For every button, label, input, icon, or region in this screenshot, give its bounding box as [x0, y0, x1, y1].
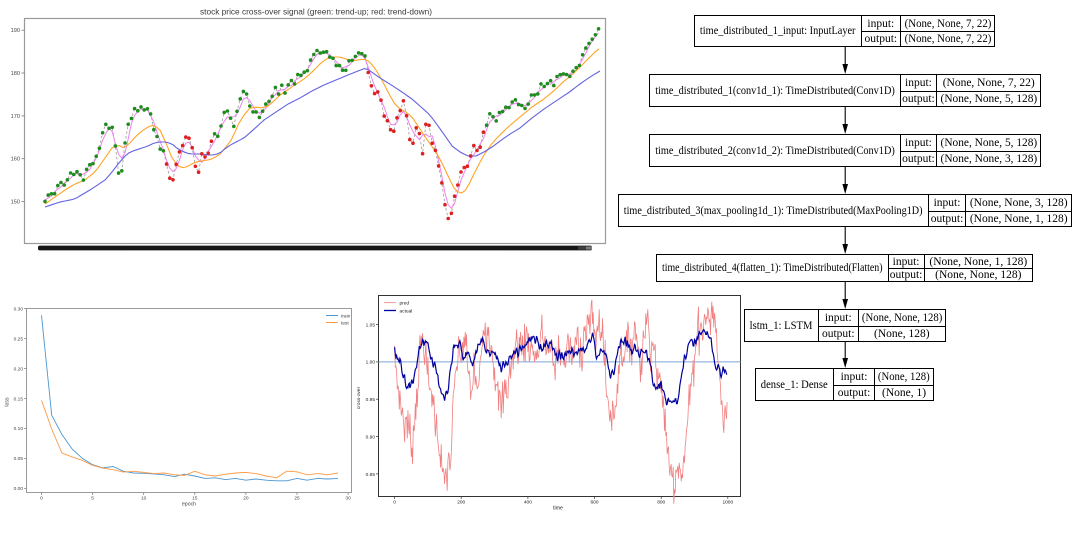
svg-text:0.05: 0.05: [14, 456, 24, 462]
svg-text:5: 5: [91, 496, 94, 502]
svg-text:0.20: 0.20: [14, 366, 24, 372]
svg-text:400: 400: [524, 500, 532, 506]
svg-text:0.90: 0.90: [366, 434, 376, 440]
svg-text:160: 160: [11, 157, 20, 163]
svg-text:0.95: 0.95: [366, 397, 376, 403]
svg-text:30: 30: [345, 496, 351, 502]
svg-text:10: 10: [141, 496, 147, 502]
svg-text:0: 0: [40, 496, 43, 502]
svg-text:0.15: 0.15: [14, 396, 24, 402]
svg-text:600: 600: [590, 500, 598, 506]
svg-text:170: 170: [11, 114, 20, 120]
svg-text:pred: pred: [400, 300, 410, 306]
svg-text:180: 180: [11, 71, 20, 77]
svg-text:time: time: [553, 506, 563, 512]
svg-text:15: 15: [192, 496, 198, 502]
svg-text:cross-over: cross-over: [356, 386, 362, 409]
svg-text:loss: loss: [5, 397, 11, 407]
svg-text:actual: actual: [400, 308, 413, 314]
svg-text:0.10: 0.10: [14, 426, 24, 432]
svg-text:800: 800: [657, 500, 665, 506]
svg-text:test: test: [341, 320, 349, 326]
svg-text:0.00: 0.00: [14, 486, 24, 492]
svg-text:0.30: 0.30: [14, 307, 24, 313]
svg-text:1.05: 1.05: [366, 322, 376, 328]
svg-text:190: 190: [11, 28, 20, 34]
svg-text:train: train: [341, 313, 351, 319]
svg-text:20: 20: [243, 496, 249, 502]
svg-text:0.85: 0.85: [366, 472, 376, 478]
svg-text:1.00: 1.00: [366, 360, 376, 366]
svg-text:25: 25: [294, 496, 300, 502]
svg-text:200: 200: [457, 500, 465, 506]
svg-text:1000: 1000: [722, 500, 733, 506]
svg-text:0: 0: [393, 500, 396, 506]
svg-text:0.25: 0.25: [14, 336, 24, 342]
svg-text:epoch: epoch: [182, 502, 196, 508]
svg-text:stock price cross-over signal: stock price cross-over signal (green: tr…: [200, 7, 432, 17]
svg-text:150: 150: [11, 200, 20, 206]
